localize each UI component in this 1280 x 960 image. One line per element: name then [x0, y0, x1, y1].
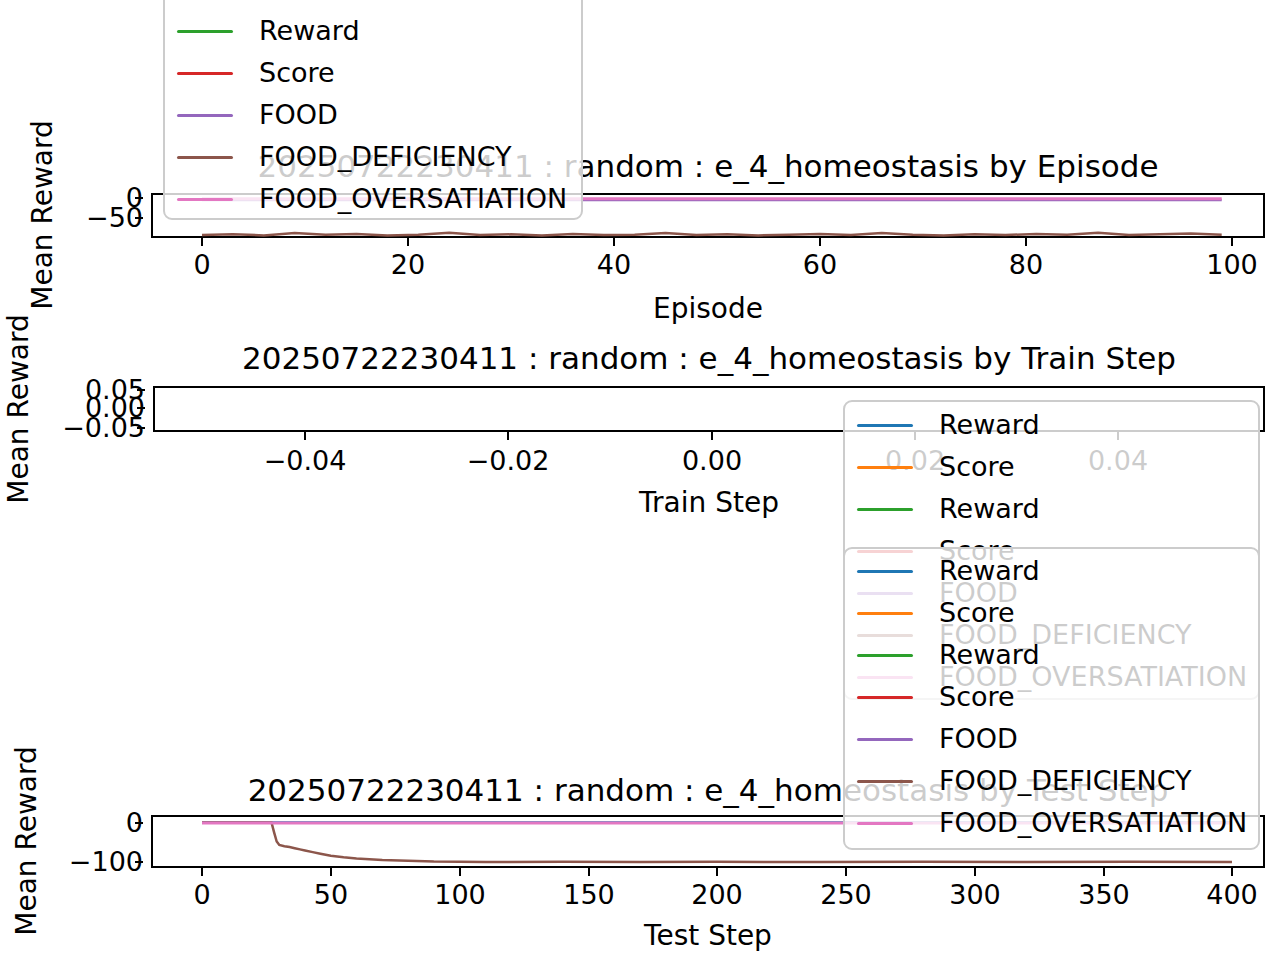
plot-episode-xtick-label: 80	[1009, 250, 1043, 280]
legend-entry-label: Score	[939, 676, 1015, 718]
legend-key-line	[857, 570, 913, 573]
plot-trainstep-ytick-label: −0.05	[45, 413, 145, 443]
legend-entry: FOOD_OVERSATIATION	[845, 802, 1258, 844]
legend-entry-label: FOOD_DEFICIENCY	[939, 760, 1192, 802]
plot-teststep-xtick-label: 300	[949, 880, 1001, 910]
x-tick-mark	[716, 868, 718, 876]
legend-entry: Reward	[845, 634, 1258, 676]
plot-trainstep-title: 20250722230411 : random : e_4_homeostasi…	[242, 340, 1176, 376]
x-tick-mark	[711, 432, 713, 440]
legend-key-line	[177, 114, 233, 117]
legend-entry-label: FOOD	[939, 718, 1018, 760]
plot-teststep-xtick-label: 400	[1206, 880, 1258, 910]
plot-teststep-ylabel: Mean Reward	[10, 746, 43, 935]
legend-entry-label: Reward	[259, 10, 360, 52]
legend-entry: FOOD_OVERSATIATION	[165, 178, 581, 220]
x-tick-mark	[613, 238, 615, 246]
plot-teststep-xtick-label: 0	[193, 880, 210, 910]
plot-teststep-xtick-label: 350	[1078, 880, 1130, 910]
legend-entry-label: FOOD_OVERSATIATION	[259, 178, 567, 220]
plot-trainstep-ylabel: Mean Reward	[2, 314, 35, 503]
x-tick-mark	[1025, 238, 1027, 246]
x-tick-mark	[407, 238, 409, 246]
legend-entry-label: Score	[939, 446, 1015, 488]
plot-episode-xtick-label: 0	[193, 250, 210, 280]
legend-entry: Score	[845, 676, 1258, 718]
plot-teststep-xlabel: Test Step	[644, 919, 772, 952]
legend-entry: Reward	[165, 10, 581, 52]
legend-entry-label: FOOD_OVERSATIATION	[939, 802, 1247, 844]
legend-key-line	[177, 72, 233, 75]
legend-entry-label: Reward	[939, 634, 1040, 676]
x-tick-mark	[459, 868, 461, 876]
legend-entry-label: Score	[939, 592, 1015, 634]
x-tick-mark	[1231, 868, 1233, 876]
plot-episode-xtick-label: 60	[803, 250, 837, 280]
x-tick-mark	[588, 868, 590, 876]
legend-key-line	[857, 612, 913, 615]
legend-key-line	[857, 780, 913, 783]
plot-teststep-ytick-label: 0	[43, 808, 143, 838]
x-tick-mark	[201, 238, 203, 246]
x-tick-mark	[974, 868, 976, 876]
plot-teststep-xtick-label: 150	[563, 880, 615, 910]
x-tick-mark	[304, 432, 306, 440]
plot-episode-ytick-label: −50	[43, 203, 143, 233]
legend-key-line	[857, 738, 913, 741]
plot-trainstep-xtick-label: 0.00	[682, 446, 742, 476]
x-tick-mark	[201, 868, 203, 876]
legend-key-line	[177, 156, 233, 159]
legend-entry: FOOD	[165, 94, 581, 136]
figure: 20250722230411 : random : e_4_homeostasi…	[0, 0, 1280, 960]
legend-entry: Score	[845, 446, 1258, 488]
legend-entry-label: FOOD_DEFICIENCY	[259, 136, 512, 178]
legend-key-line	[177, 30, 233, 33]
legend-key-line	[177, 198, 233, 201]
plot-teststep-ytick-label: −100	[43, 847, 143, 877]
plot-trainstep-xtick-label: −0.02	[467, 446, 550, 476]
x-tick-mark	[1231, 238, 1233, 246]
legend-entry: FOOD_DEFICIENCY	[845, 760, 1258, 802]
legend-entry: Score	[845, 592, 1258, 634]
plot-episode-xtick-label: 40	[597, 250, 631, 280]
x-tick-mark	[819, 238, 821, 246]
legend-key-line	[857, 508, 913, 511]
plot-trainstep-xtick-label: −0.04	[264, 446, 347, 476]
legend-entry: Reward	[845, 404, 1258, 446]
legend-key-line	[857, 424, 913, 427]
plot-episode-xlabel: Episode	[653, 292, 763, 325]
episode-legend: RewardScoreFOODFOOD_DEFICIENCYFOOD_OVERS…	[163, 0, 583, 220]
legend-entry: Reward	[845, 488, 1258, 530]
legend-entry-label: Reward	[939, 404, 1040, 446]
plot-episode-xtick-label: 20	[391, 250, 425, 280]
legend-entry-label: Score	[259, 52, 335, 94]
legend-entry-label: FOOD	[259, 94, 338, 136]
plot-trainstep-xlabel: Train Step	[639, 486, 779, 519]
legend-entry-label: Reward	[939, 550, 1040, 592]
legend-key-line	[857, 822, 913, 825]
legend-key-line	[857, 696, 913, 699]
legend-entry: FOOD_DEFICIENCY	[165, 136, 581, 178]
plot-teststep-xtick-label: 100	[434, 880, 486, 910]
legend-entry: FOOD	[845, 718, 1258, 760]
legend-entry: Reward	[845, 550, 1258, 592]
x-tick-mark	[507, 432, 509, 440]
legend-entry: Score	[165, 52, 581, 94]
plot-teststep-xtick-label: 50	[314, 880, 348, 910]
plot-teststep-xtick-label: 250	[820, 880, 872, 910]
legend-key-line	[857, 654, 913, 657]
plot-teststep-xtick-label: 200	[691, 880, 743, 910]
legend-key-line	[857, 466, 913, 469]
x-tick-mark	[330, 868, 332, 876]
plot-episode-xtick-label: 100	[1206, 250, 1258, 280]
legend-entry-label: Reward	[939, 488, 1040, 530]
x-tick-mark	[1103, 868, 1105, 876]
x-tick-mark	[845, 868, 847, 876]
teststep-legend: RewardScoreRewardScoreFOODFOOD_DEFICIENC…	[843, 547, 1260, 850]
